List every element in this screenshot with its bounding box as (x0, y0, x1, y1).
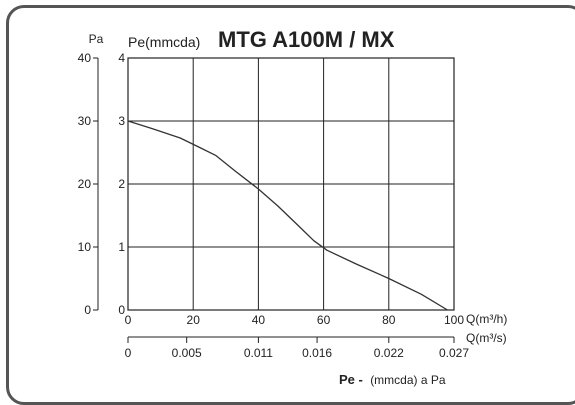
y-tick-label-mmcda: 4 (118, 51, 125, 65)
footnote: Pe - (mmcda) a Pa (339, 372, 446, 387)
x-axis-label: Q(m³/h) (466, 312, 507, 326)
y-tick-label-pa: 0 (84, 303, 91, 317)
series-layer (127, 120, 448, 311)
y-tick-label-pa: 30 (78, 114, 92, 128)
x-tick-label: 100 (444, 313, 464, 327)
left-axis-unit: Pa (89, 32, 104, 46)
x-tick-label: 60 (317, 313, 331, 327)
grid-layer (127, 57, 455, 311)
x-tick-label: 0 (125, 313, 132, 327)
x2-tick-label: 0 (125, 346, 132, 360)
y-tick-label-mmcda: 0 (118, 303, 125, 317)
y-tick-label-pa: 10 (78, 240, 92, 254)
footnote-bold: Pe - (339, 372, 363, 387)
footnote-rest: (mmcda) a Pa (370, 373, 446, 387)
performance-curve (127, 120, 448, 311)
x-tick-label: 80 (382, 313, 396, 327)
x-axis2-label: Q(m³/s) (466, 331, 507, 345)
x-tick-label: 40 (252, 313, 266, 327)
y-tick-label-pa: 20 (78, 177, 92, 191)
x2-tick-label: 0.027 (439, 346, 469, 360)
right-axis-unit: Pe(mmcda) (128, 34, 200, 50)
x2-tick-label: 0.022 (374, 346, 404, 360)
y-tick-label-pa: 40 (78, 51, 92, 65)
y-tick-label-mmcda: 1 (118, 240, 125, 254)
y-tick-label-mmcda: 2 (118, 177, 125, 191)
x2-tick-label: 0.005 (172, 346, 202, 360)
x-tick-label: 20 (187, 313, 201, 327)
chart-title: MTG A100M / MX (218, 27, 395, 52)
x2-tick-label: 0.011 (244, 346, 273, 360)
x2-tick-label: 0.016 (302, 346, 332, 360)
y-tick-label-mmcda: 3 (118, 114, 125, 128)
